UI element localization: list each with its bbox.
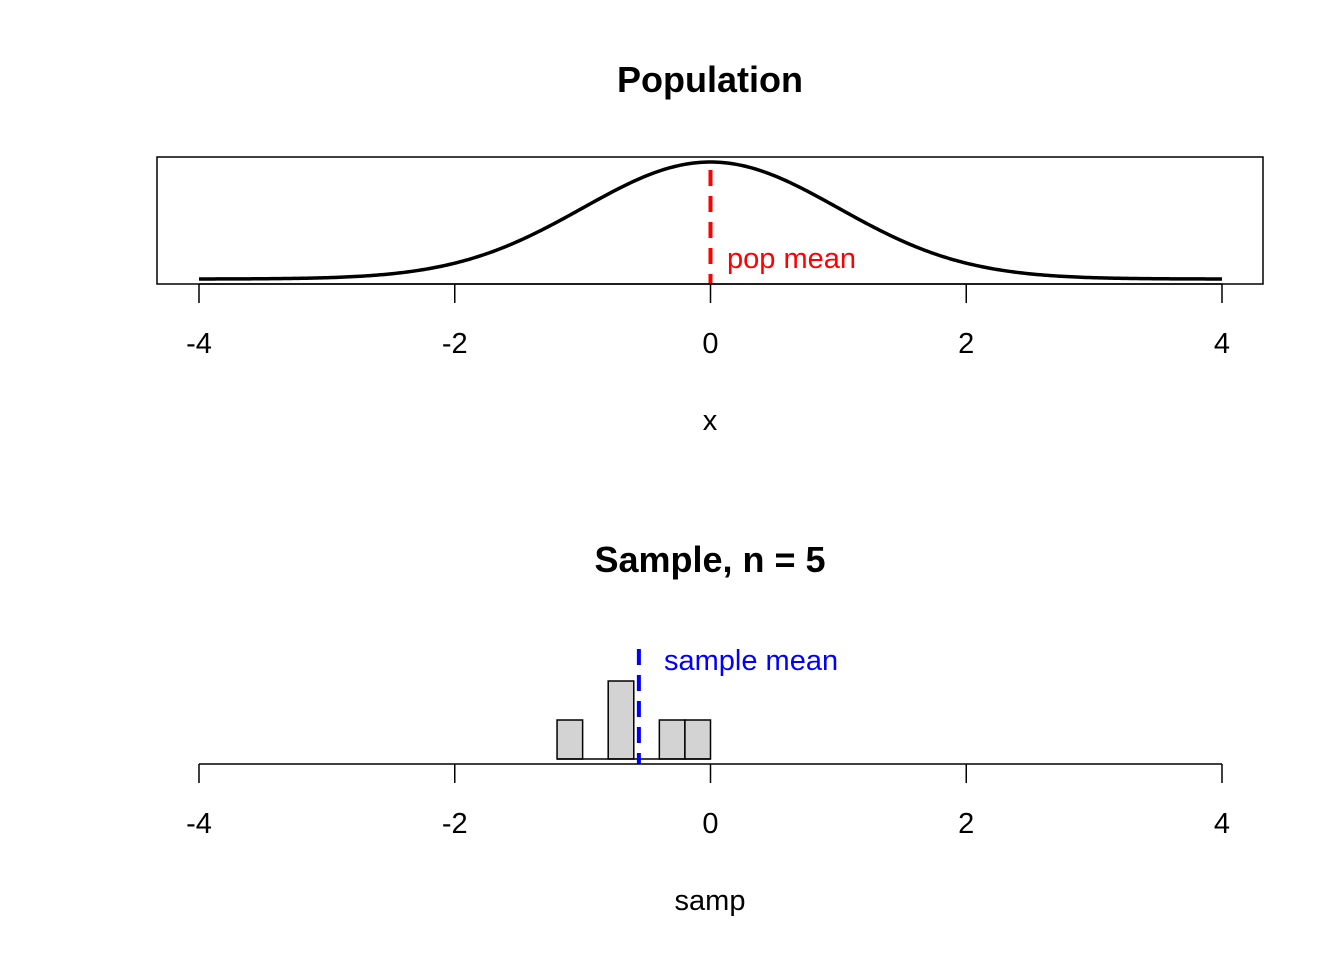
sample-mean-label: sample mean [664, 645, 838, 677]
histogram-bar [607, 680, 635, 760]
x-tick-label: -2 [442, 808, 468, 840]
sample-histogram [556, 680, 712, 760]
x-tick-label: -4 [186, 808, 212, 840]
x-tick-label: -4 [186, 328, 212, 360]
population-x-axis: -4 -2 0 2 4 [186, 283, 1230, 360]
histogram-bar [556, 719, 584, 760]
pop-mean-label: pop mean [727, 243, 856, 275]
population-density-curve [199, 160, 1222, 281]
sample-panel: Sample, n = 5 sample mean -4 -2 0 2 4 samp [186, 539, 1230, 917]
histogram-bar [658, 719, 686, 760]
sample-title: Sample, n = 5 [594, 539, 825, 580]
population-x-axis-label: x [703, 405, 718, 437]
x-tick-label: 4 [1214, 328, 1230, 360]
x-tick-label: 0 [702, 808, 718, 840]
sample-x-axis: -4 -2 0 2 4 [186, 763, 1230, 840]
sample-x-axis-label: samp [675, 885, 746, 917]
x-tick-label: -2 [442, 328, 468, 360]
x-tick-label: 0 [702, 328, 718, 360]
population-title: Population [617, 59, 803, 100]
histogram-bar [684, 719, 712, 760]
x-tick-label: 4 [1214, 808, 1230, 840]
x-tick-label: 2 [958, 328, 974, 360]
x-tick-label: 2 [958, 808, 974, 840]
population-panel: Population pop mean -4 -2 0 2 4 x [156, 59, 1264, 437]
